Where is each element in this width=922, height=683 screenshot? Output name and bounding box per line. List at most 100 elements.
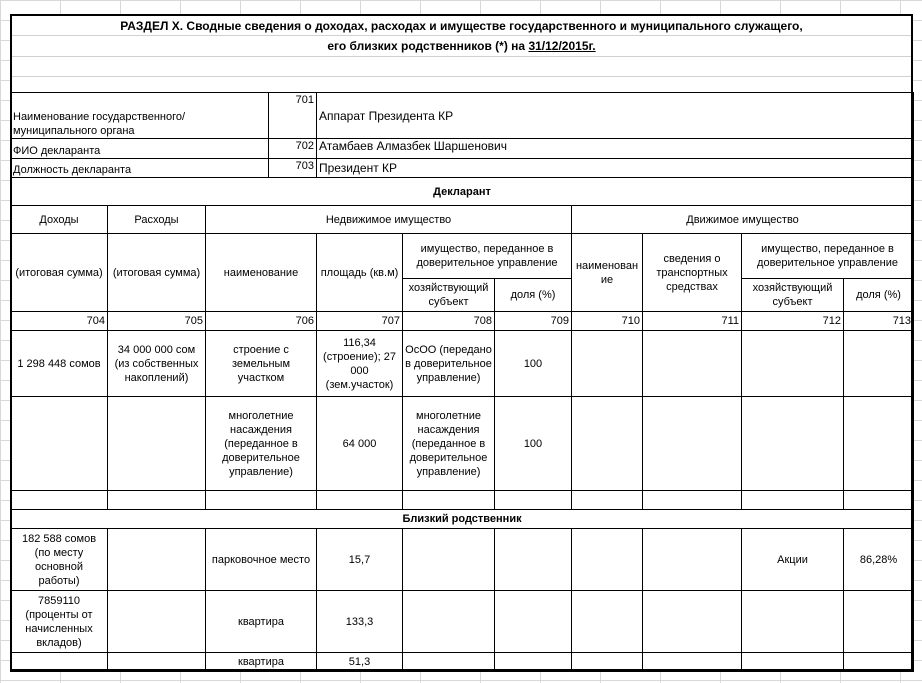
- table-cell[interactable]: [316, 490, 403, 510]
- table-cell[interactable]: [571, 330, 643, 397]
- table-cell[interactable]: 705: [107, 311, 206, 331]
- table-cell[interactable]: [107, 396, 206, 491]
- table-cell[interactable]: ОсОО (передано в доверительное управлени…: [402, 330, 495, 397]
- table-cell[interactable]: [402, 652, 495, 672]
- report-date: 31/12/2015г.: [528, 39, 596, 53]
- info-table: Наименование государственного/ муниципал…: [10, 92, 914, 178]
- table-cell[interactable]: [402, 590, 495, 653]
- table-cell: хозяйствующий субъект: [741, 278, 844, 312]
- table-cell[interactable]: [842, 652, 915, 672]
- table-cell[interactable]: 7859110 (проценты от начисленных вкладов…: [10, 590, 108, 653]
- table-cell[interactable]: [494, 590, 572, 653]
- info-row-name: ФИО декларанта 702 Атамбаев Алмазбек Шарше…: [10, 138, 914, 159]
- table-cell[interactable]: [571, 590, 643, 653]
- table-cell: (итоговая сумма): [107, 233, 206, 312]
- table-cell[interactable]: [107, 490, 206, 510]
- organ-value[interactable]: Аппарат Президента КР: [316, 92, 914, 139]
- table-cell[interactable]: 133,3: [316, 590, 403, 653]
- table-cell[interactable]: парковочное место: [205, 528, 317, 591]
- table-cell[interactable]: многолетние насаждения (переданное в дов…: [205, 396, 317, 491]
- table-cell: площадь (кв.м): [316, 233, 403, 312]
- table-cell: сведения о транспортных средствах: [642, 233, 742, 312]
- table-cell[interactable]: 100: [494, 396, 572, 491]
- table-cell[interactable]: [107, 590, 206, 653]
- table-cell: Недвижимое имущество: [205, 205, 572, 234]
- table-cell[interactable]: [642, 590, 742, 653]
- table-cell[interactable]: 116,34 (строение); 27 000 (зем.участок): [316, 330, 403, 397]
- table-cell[interactable]: строение с земельным участком: [205, 330, 317, 397]
- table-cell[interactable]: [402, 490, 495, 510]
- table-cell[interactable]: 15,7: [316, 528, 403, 591]
- table-cell[interactable]: 710: [571, 311, 643, 331]
- table-cell: 701: [268, 92, 317, 139]
- table-cell[interactable]: многолетние насаждения (переданное в дов…: [402, 396, 495, 491]
- section-title: РАЗДЕЛ X. Сводные сведения о доходах, ра…: [120, 19, 803, 33]
- table-cell: (итоговая сумма): [10, 233, 108, 312]
- table-cell[interactable]: [571, 652, 643, 672]
- table-cell: 702: [268, 138, 317, 159]
- table-cell: хозяйствующий субъект: [402, 278, 495, 312]
- relative-row: 7859110 (проценты от начисленных вкладов…: [10, 590, 915, 653]
- table-cell[interactable]: [642, 652, 742, 672]
- table-cell[interactable]: [494, 490, 572, 510]
- info-row-position: Должность декларанта 703 Президент КР: [10, 158, 914, 178]
- table-cell[interactable]: 704: [10, 311, 108, 331]
- table-cell[interactable]: [842, 490, 915, 510]
- table-cell[interactable]: [842, 590, 915, 653]
- table-cell[interactable]: [571, 528, 643, 591]
- table-cell[interactable]: [107, 652, 206, 672]
- table-cell[interactable]: 711: [642, 311, 742, 331]
- name-value[interactable]: Атамбаев Алмазбек Шаршенович: [316, 138, 914, 159]
- table-cell: наименование: [205, 233, 317, 312]
- table-cell[interactable]: 51,3: [316, 652, 403, 672]
- table-cell[interactable]: Акции: [741, 528, 844, 591]
- table-cell[interactable]: [842, 396, 915, 491]
- table-cell: Должность декларанта: [10, 158, 269, 178]
- table-cell[interactable]: [642, 396, 742, 491]
- table-cell[interactable]: 709: [494, 311, 572, 331]
- table-cell[interactable]: [741, 590, 844, 653]
- table-cell[interactable]: квартира: [205, 590, 317, 653]
- table-cell[interactable]: [107, 528, 206, 591]
- table-cell[interactable]: [741, 330, 844, 397]
- table-cell[interactable]: 1 298 448 сомов: [10, 330, 108, 397]
- table-cell[interactable]: 708: [402, 311, 495, 331]
- relative-row: 182 588 сомов (по месту основной работы)…: [10, 528, 915, 591]
- section-subtitle: его близких родственников (*) на 31/12/2…: [327, 39, 596, 53]
- table-cell[interactable]: 34 000 000 сом (из собственных накоплени…: [107, 330, 206, 397]
- info-row-organ: Наименование государственного/ муниципал…: [10, 92, 914, 139]
- table-cell[interactable]: [494, 652, 572, 672]
- table-cell: доля (%): [842, 278, 915, 312]
- table-cell[interactable]: 86,28%: [842, 528, 915, 591]
- organ-label: Наименование государственного/ муниципал…: [10, 92, 269, 139]
- table-cell[interactable]: [741, 490, 844, 510]
- table-cell[interactable]: [842, 330, 915, 397]
- table-cell[interactable]: [10, 652, 108, 672]
- table-cell[interactable]: [494, 528, 572, 591]
- table-cell[interactable]: [10, 490, 108, 510]
- table-cell[interactable]: [741, 396, 844, 491]
- table-cell[interactable]: [402, 528, 495, 591]
- table-cell[interactable]: 64 000: [316, 396, 403, 491]
- table-cell[interactable]: [741, 652, 844, 672]
- table-cell[interactable]: 182 588 сомов (по месту основной работы): [10, 528, 108, 591]
- relative-row: квартира 51,3: [10, 652, 915, 672]
- table-cell[interactable]: 706: [205, 311, 317, 331]
- table-cell[interactable]: 707: [316, 311, 403, 331]
- table-cell[interactable]: 100: [494, 330, 572, 397]
- table-cell: Движимое имущество: [570, 205, 915, 234]
- table-cell[interactable]: [10, 396, 108, 491]
- table-cell[interactable]: [571, 490, 643, 510]
- table-cell[interactable]: [642, 528, 742, 591]
- table-cell[interactable]: [205, 490, 317, 510]
- table-cell[interactable]: [571, 396, 643, 491]
- table-cell[interactable]: [642, 490, 742, 510]
- table-cell[interactable]: квартира: [205, 652, 317, 672]
- table-cell[interactable]: [642, 330, 742, 397]
- table-cell: Расходы: [107, 205, 206, 234]
- table-cell[interactable]: 712: [741, 311, 844, 331]
- position-value[interactable]: Президент КР: [316, 158, 914, 178]
- table-cell[interactable]: 713: [842, 311, 915, 331]
- declarant-row: 1 298 448 сомов 34 000 000 сом (из собств…: [10, 330, 915, 397]
- table-cell: имущество, переданное в доверительное уп…: [740, 233, 915, 279]
